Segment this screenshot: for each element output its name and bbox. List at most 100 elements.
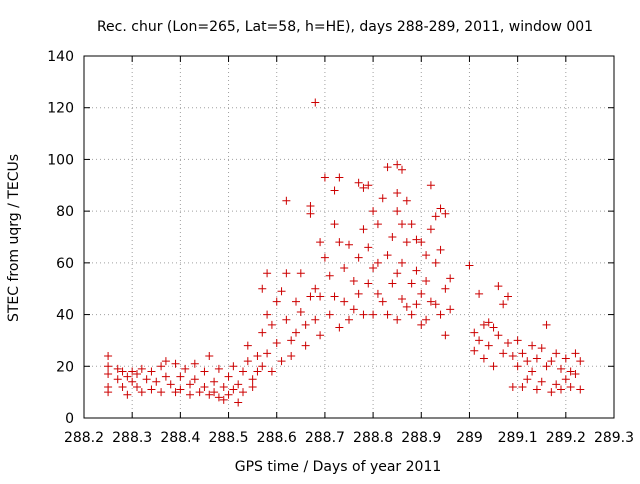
data-point bbox=[190, 359, 199, 368]
data-point bbox=[263, 310, 272, 319]
data-point bbox=[292, 328, 300, 337]
data-point bbox=[152, 377, 161, 386]
y-axis-label: STEC from uqrg / TECUs bbox=[6, 154, 22, 322]
data-point bbox=[504, 339, 512, 348]
data-point bbox=[489, 362, 498, 371]
data-point bbox=[219, 382, 228, 391]
data-point bbox=[484, 341, 493, 350]
data-point bbox=[258, 362, 267, 371]
data-point bbox=[364, 243, 373, 252]
data-point bbox=[393, 269, 402, 278]
data-point bbox=[340, 297, 349, 306]
data-point bbox=[142, 375, 151, 384]
x-tick-label: 288.2 bbox=[64, 430, 104, 446]
data-point bbox=[325, 271, 334, 280]
data-point bbox=[557, 364, 565, 373]
data-point bbox=[282, 269, 291, 278]
data-point bbox=[388, 279, 397, 288]
x-tick-label: 289 bbox=[456, 430, 483, 446]
data-point bbox=[272, 339, 281, 348]
data-point bbox=[137, 364, 146, 373]
data-point bbox=[566, 367, 575, 376]
data-point bbox=[243, 341, 252, 350]
data-point bbox=[205, 351, 214, 360]
y-tick-label: 0 bbox=[65, 411, 74, 427]
data-point bbox=[234, 398, 243, 407]
data-point bbox=[210, 377, 219, 386]
data-point bbox=[349, 276, 358, 285]
data-point bbox=[316, 292, 325, 301]
data-point bbox=[441, 331, 450, 340]
data-point bbox=[494, 282, 503, 291]
y-tick-label: 100 bbox=[47, 152, 74, 168]
data-point bbox=[224, 390, 233, 399]
data-point bbox=[311, 98, 320, 107]
data-point bbox=[426, 181, 435, 190]
data-point bbox=[239, 367, 247, 376]
data-point bbox=[157, 388, 166, 397]
data-point bbox=[557, 385, 565, 394]
data-point bbox=[292, 297, 300, 306]
data-point bbox=[354, 289, 363, 298]
data-point bbox=[263, 269, 272, 278]
data-point bbox=[523, 375, 532, 384]
data-point bbox=[523, 357, 532, 366]
data-point bbox=[186, 390, 194, 399]
data-point bbox=[537, 344, 546, 353]
data-point bbox=[229, 362, 238, 371]
data-point bbox=[393, 315, 402, 324]
data-point bbox=[214, 393, 223, 402]
data-point bbox=[263, 349, 272, 358]
data-point bbox=[383, 251, 392, 260]
data-point bbox=[537, 377, 546, 386]
data-point bbox=[248, 382, 257, 391]
x-tick-label: 289.1 bbox=[498, 430, 538, 446]
data-point bbox=[171, 388, 180, 397]
data-point bbox=[161, 357, 170, 366]
data-point bbox=[426, 297, 435, 306]
axis-ticks: 288.2 288.3 288.4 288.5 288.6 288.7 288.8 288.9… bbox=[47, 49, 634, 446]
x-tick-label: 288.4 bbox=[160, 430, 200, 446]
x-tick-label: 288.5 bbox=[208, 430, 248, 446]
data-point bbox=[388, 233, 397, 241]
data-point bbox=[234, 380, 243, 389]
data-point bbox=[475, 289, 484, 298]
x-tick-label: 288.3 bbox=[112, 430, 152, 446]
data-point bbox=[330, 220, 339, 229]
data-point bbox=[104, 362, 113, 371]
data-point bbox=[407, 310, 416, 319]
data-point bbox=[383, 163, 392, 172]
data-point bbox=[417, 238, 426, 247]
data-point bbox=[239, 388, 247, 397]
data-point bbox=[190, 375, 199, 384]
data-point bbox=[369, 207, 378, 216]
data-point bbox=[422, 251, 431, 260]
grid bbox=[84, 56, 614, 418]
data-point bbox=[417, 320, 426, 329]
data-point bbox=[267, 367, 276, 376]
data-point bbox=[426, 225, 435, 234]
y-tick-label: 120 bbox=[47, 101, 74, 117]
data-point bbox=[398, 165, 406, 174]
data-point bbox=[494, 331, 503, 340]
data-point bbox=[258, 284, 267, 293]
x-tick-label: 288.6 bbox=[257, 430, 297, 446]
data-point bbox=[118, 367, 127, 376]
data-point bbox=[571, 370, 580, 379]
data-point bbox=[518, 382, 527, 391]
data-point bbox=[176, 385, 185, 394]
data-point bbox=[412, 235, 421, 244]
data-point bbox=[378, 194, 387, 203]
data-point bbox=[301, 320, 310, 329]
data-point bbox=[205, 390, 214, 399]
data-point bbox=[311, 315, 320, 324]
data-point bbox=[219, 395, 228, 404]
data-point bbox=[378, 297, 387, 306]
data-point bbox=[166, 380, 175, 389]
data-point bbox=[393, 189, 402, 198]
data-point bbox=[576, 357, 585, 366]
data-point bbox=[513, 362, 522, 371]
data-point bbox=[528, 367, 537, 376]
x-tick-label: 288.9 bbox=[401, 430, 441, 446]
